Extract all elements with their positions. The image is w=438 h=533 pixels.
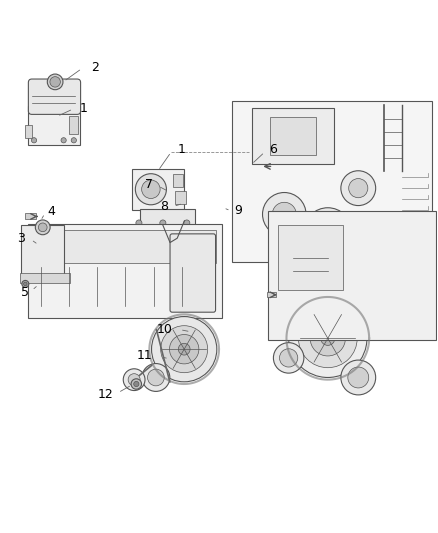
Circle shape xyxy=(32,138,37,143)
Text: 12: 12 xyxy=(98,389,114,401)
Circle shape xyxy=(50,77,60,87)
Text: 10: 10 xyxy=(157,323,173,336)
Circle shape xyxy=(24,282,27,286)
FancyBboxPatch shape xyxy=(28,79,81,115)
FancyBboxPatch shape xyxy=(21,225,64,277)
Circle shape xyxy=(152,317,217,382)
Circle shape xyxy=(136,220,142,226)
Circle shape xyxy=(341,171,376,206)
Circle shape xyxy=(304,208,352,256)
Circle shape xyxy=(272,203,296,226)
Circle shape xyxy=(310,321,346,356)
Circle shape xyxy=(321,332,335,345)
Circle shape xyxy=(142,364,170,391)
FancyBboxPatch shape xyxy=(140,208,195,229)
Circle shape xyxy=(178,343,190,355)
Circle shape xyxy=(289,299,367,377)
Text: 5: 5 xyxy=(21,286,29,299)
Circle shape xyxy=(47,74,63,90)
Text: 3: 3 xyxy=(17,232,25,245)
FancyBboxPatch shape xyxy=(278,225,343,290)
FancyBboxPatch shape xyxy=(132,168,184,210)
Text: 7: 7 xyxy=(145,178,153,191)
Circle shape xyxy=(298,309,357,368)
Text: 8: 8 xyxy=(161,200,169,213)
Circle shape xyxy=(22,280,29,287)
Circle shape xyxy=(128,374,140,386)
Circle shape xyxy=(161,326,208,373)
FancyBboxPatch shape xyxy=(28,106,80,144)
FancyBboxPatch shape xyxy=(175,191,186,204)
FancyBboxPatch shape xyxy=(35,230,216,263)
Circle shape xyxy=(123,369,145,391)
Text: 2: 2 xyxy=(91,61,99,74)
FancyBboxPatch shape xyxy=(252,108,334,164)
FancyBboxPatch shape xyxy=(20,273,70,282)
Circle shape xyxy=(170,335,199,364)
FancyBboxPatch shape xyxy=(268,211,436,340)
FancyBboxPatch shape xyxy=(232,101,432,262)
Circle shape xyxy=(341,360,376,395)
Circle shape xyxy=(262,192,306,236)
Circle shape xyxy=(131,379,141,389)
Text: 11: 11 xyxy=(137,349,153,362)
Circle shape xyxy=(134,382,139,386)
Circle shape xyxy=(141,180,160,198)
Circle shape xyxy=(148,369,164,386)
FancyBboxPatch shape xyxy=(69,116,78,134)
FancyBboxPatch shape xyxy=(25,213,36,219)
Circle shape xyxy=(71,138,76,143)
FancyBboxPatch shape xyxy=(267,292,276,297)
Text: 6: 6 xyxy=(269,143,277,156)
Circle shape xyxy=(160,220,166,226)
FancyBboxPatch shape xyxy=(28,224,223,318)
Text: 1: 1 xyxy=(80,102,88,115)
Text: 4: 4 xyxy=(47,205,55,217)
Circle shape xyxy=(61,138,66,143)
Text: 9: 9 xyxy=(235,204,243,217)
Circle shape xyxy=(135,174,166,205)
Circle shape xyxy=(314,219,341,245)
FancyBboxPatch shape xyxy=(270,117,316,155)
Circle shape xyxy=(279,349,298,367)
Circle shape xyxy=(184,220,190,226)
FancyBboxPatch shape xyxy=(25,125,32,138)
Text: 1: 1 xyxy=(178,143,186,156)
Circle shape xyxy=(349,179,368,198)
Circle shape xyxy=(39,223,47,232)
Circle shape xyxy=(273,343,304,373)
Circle shape xyxy=(35,220,50,235)
FancyBboxPatch shape xyxy=(170,234,215,312)
Circle shape xyxy=(348,367,369,388)
FancyBboxPatch shape xyxy=(173,174,183,188)
